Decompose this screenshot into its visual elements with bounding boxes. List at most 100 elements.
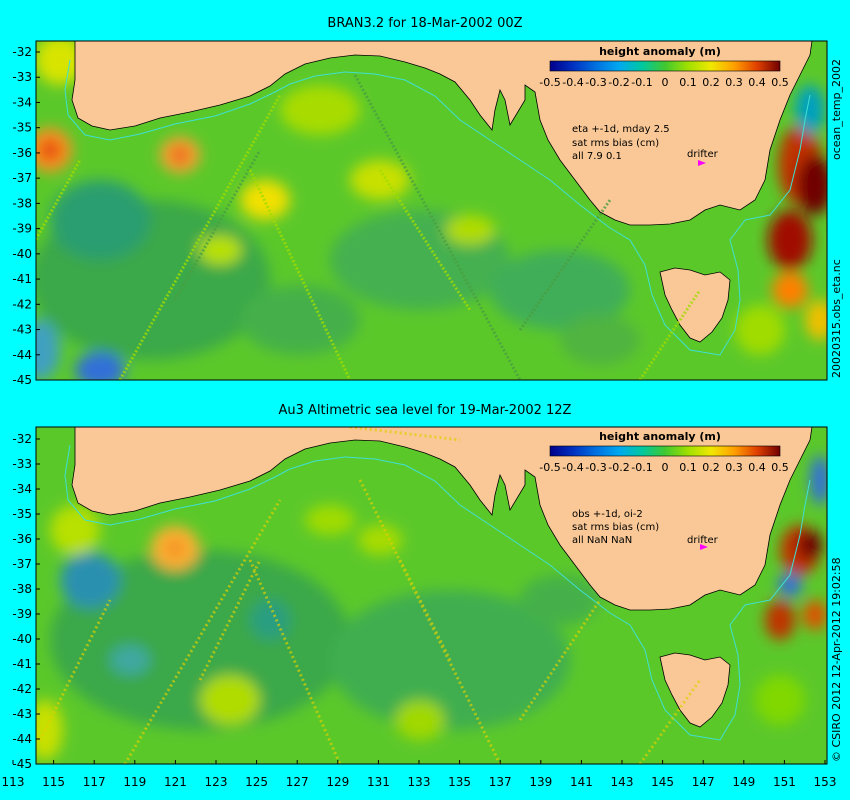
bottom-lat-label: -37 bbox=[12, 557, 32, 571]
top-map bbox=[36, 41, 827, 380]
top-lat-label: -37 bbox=[12, 171, 32, 185]
top-drifter-label: drifter bbox=[687, 149, 719, 160]
bottom-satellite-tracks bbox=[38, 427, 702, 764]
bottom-annotation-line-2: sat rms bias (cm) bbox=[572, 522, 659, 533]
bottom-lat-label: -39 bbox=[12, 607, 32, 621]
longitude-label: 113 bbox=[2, 775, 25, 789]
bottom-lat-label: -41 bbox=[12, 657, 32, 671]
longitude-label: 145 bbox=[651, 775, 674, 789]
bottom-colorbar-tick-label: -0.2 bbox=[608, 461, 629, 474]
bottom-lat-label: -44 bbox=[12, 732, 32, 746]
bottom-lat-label: -35 bbox=[12, 507, 32, 521]
longitude-label: 121 bbox=[164, 775, 187, 789]
bottom-lat-label: -32 bbox=[12, 432, 32, 446]
longitude-label: 151 bbox=[773, 775, 796, 789]
bottom-lat-label: -43 bbox=[12, 707, 32, 721]
top-panel-title: BRAN3.2 for 18-Mar-2002 00Z bbox=[327, 16, 523, 31]
top-lat-label: -40 bbox=[12, 247, 32, 261]
top-annotation-line-2: sat rms bias (cm) bbox=[572, 138, 659, 149]
top-lat-label: -41 bbox=[12, 272, 32, 286]
top-lat-label: -42 bbox=[12, 297, 32, 311]
bottom-australia-land bbox=[71, 427, 813, 611]
bottom-colorbar-tick-label: -0.4 bbox=[562, 461, 583, 474]
bottom-legend-title: height anomaly (m) bbox=[599, 430, 721, 443]
bottom-lat-label: -36 bbox=[12, 532, 32, 546]
bottom-latitude-labels: -32 -33 -34 -35 -36 -37 -38 -39 -40 -41 -42 -43 -44 -… bbox=[12, 432, 40, 771]
longitude-label: 123 bbox=[205, 775, 228, 789]
longitude-label: 143 bbox=[611, 775, 634, 789]
top-annotation-line-3: all 7.9 0.1 bbox=[572, 151, 622, 162]
bottom-right-label: © CSIRO 2012 12-Apr-2012 19:02:58 bbox=[830, 557, 843, 762]
bottom-colorbar-tick-label: 0.4 bbox=[748, 461, 766, 474]
longitude-label: 125 bbox=[245, 775, 268, 789]
top-lat-label: -44 bbox=[12, 348, 32, 362]
bottom-lat-label: -34 bbox=[12, 482, 32, 496]
top-annotation: eta +-1d, mday 2.5 sat rms bias (cm) all… bbox=[572, 124, 719, 162]
top-right-label-upper: ocean_temp_2002 bbox=[830, 58, 843, 160]
longitude-label: 131 bbox=[367, 775, 390, 789]
top-lat-label: -35 bbox=[12, 121, 32, 135]
top-colorbar-tick-label: -0.4 bbox=[562, 76, 583, 89]
bottom-drifter-label: drifter bbox=[687, 535, 719, 546]
bottom-colorbar-ticks: -0.5 -0.4 -0.3 -0.2 -0.1 0 0.1 0.2 0.3 0.4 0.5 bbox=[539, 461, 788, 474]
bottom-drifter-marker bbox=[700, 544, 708, 550]
top-colorbar-tick-label: 0.2 bbox=[702, 76, 720, 89]
top-lat-label: -32 bbox=[12, 45, 32, 59]
top-colorbar-tick-label: 0 bbox=[662, 76, 669, 89]
longitude-label: 135 bbox=[448, 775, 471, 789]
bottom-colorbar-tick-label: 0.2 bbox=[702, 461, 720, 474]
bottom-colorbar-tick-label: 0.5 bbox=[771, 461, 789, 474]
bottom-colorbar-tick-label: 0.3 bbox=[725, 461, 743, 474]
longitude-label: 115 bbox=[42, 775, 65, 789]
bottom-panel-title: Au3 Altimetric sea level for 19-Mar-2002… bbox=[278, 403, 572, 418]
top-latitude-labels: -32 -33 -34 -35 -36 -37 -38 -39 -40 -41 -42 -43 -44 -… bbox=[12, 45, 40, 387]
bottom-lat-label: -40 bbox=[12, 632, 32, 646]
longitude-label: 117 bbox=[83, 775, 106, 789]
top-annotation-line-1: eta +-1d, mday 2.5 bbox=[572, 124, 670, 135]
bottom-lat-label: -42 bbox=[12, 682, 32, 696]
top-australia-land bbox=[71, 41, 813, 226]
longitude-label: 149 bbox=[732, 775, 755, 789]
bottom-colorbar-tick-label: 0 bbox=[662, 461, 669, 474]
bottom-colorbar bbox=[549, 445, 781, 457]
top-colorbar-tick-label: -0.1 bbox=[631, 76, 652, 89]
bottom-lat-label: -38 bbox=[12, 582, 32, 596]
bottom-annotation-line-1: obs +-1d, oi-2 bbox=[572, 509, 643, 520]
top-colorbar bbox=[549, 60, 781, 72]
bottom-colorbar-tick-label: -0.5 bbox=[539, 461, 560, 474]
bottom-annotation: obs +-1d, oi-2 sat rms bias (cm) all NaN… bbox=[572, 509, 719, 546]
longitude-label: 137 bbox=[489, 775, 512, 789]
top-lat-label: -43 bbox=[12, 323, 32, 337]
top-colorbar-tick-label: -0.5 bbox=[539, 76, 560, 89]
bottom-colorbar-tick-label: 0.1 bbox=[679, 461, 697, 474]
top-lat-label: -45 bbox=[12, 373, 32, 387]
top-lat-label: -36 bbox=[12, 146, 32, 160]
top-colorbar-ticks: -0.5 -0.4 -0.3 -0.2 -0.1 0 0.1 0.2 0.3 0.4 0.5 bbox=[539, 76, 788, 89]
top-lat-label: -39 bbox=[12, 222, 32, 236]
top-drifter-marker bbox=[698, 160, 706, 166]
top-colorbar-tick-label: -0.2 bbox=[608, 76, 629, 89]
longitude-label: 139 bbox=[529, 775, 552, 789]
top-colorbar-tick-label: 0.3 bbox=[725, 76, 743, 89]
top-colorbar-tick-label: 0.5 bbox=[771, 76, 789, 89]
top-colorbar-legend: height anomaly (m) -0.5 -0.4 -0.3 -0.2 -0.1 0… bbox=[539, 45, 788, 89]
longitude-label: 147 bbox=[692, 775, 715, 789]
bottom-lat-label: -45 bbox=[12, 757, 32, 771]
bottom-map bbox=[36, 427, 827, 764]
longitude-label: 133 bbox=[408, 775, 431, 789]
top-shelf-isobath bbox=[64, 59, 811, 356]
longitude-label: 127 bbox=[286, 775, 309, 789]
bottom-tasmania-land bbox=[659, 652, 731, 728]
top-satellite-tracks bbox=[36, 74, 702, 380]
bottom-colorbar-tick-label: -0.3 bbox=[585, 461, 606, 474]
bottom-map-frame bbox=[35, 426, 828, 765]
top-colorbar-tick-label: -0.3 bbox=[585, 76, 606, 89]
top-right-label-lower: 20020315.obs_eta.nc bbox=[830, 259, 843, 378]
bottom-colorbar-legend: height anomaly (m) -0.5 -0.4 -0.3 -0.2 -0.1 0… bbox=[539, 430, 788, 474]
longitude-label: 153 bbox=[814, 775, 837, 789]
bottom-colorbar-tick-label: -0.1 bbox=[631, 461, 652, 474]
top-tasmania-land bbox=[659, 267, 731, 343]
top-legend-title: height anomaly (m) bbox=[599, 45, 721, 58]
top-map-frame bbox=[35, 40, 828, 381]
